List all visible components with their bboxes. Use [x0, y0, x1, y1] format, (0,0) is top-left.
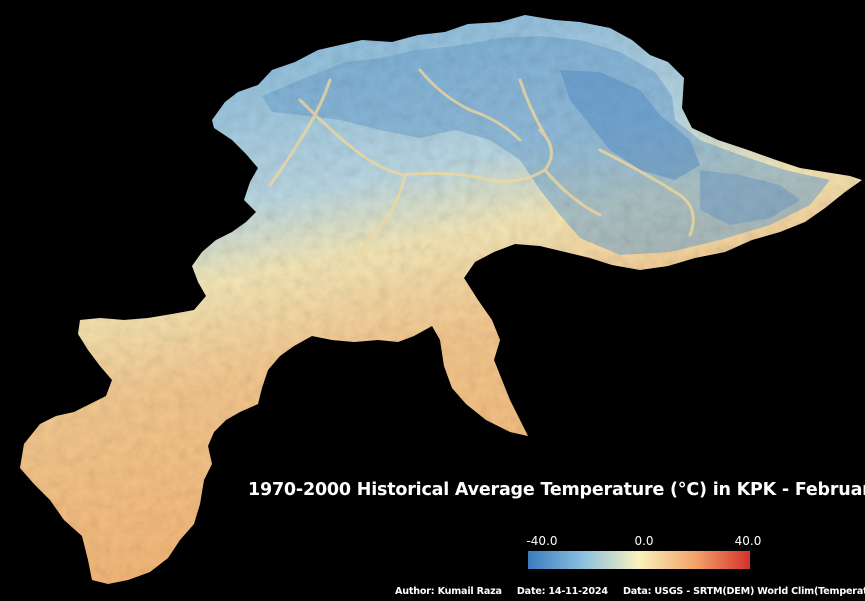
cold-terrain-core — [560, 70, 700, 180]
cold-terrain-north — [262, 36, 830, 255]
map-credits: Author: Kumail Raza Date: 14-11-2024 Dat… — [395, 586, 865, 597]
date-credit: Date: 14-11-2024 — [516, 586, 608, 597]
legend-color-bar — [528, 551, 750, 569]
author-credit: Author: Kumail Raza — [395, 586, 502, 597]
legend-min-label: -40.0 — [526, 534, 558, 548]
legend-max-label: 40.0 — [734, 534, 762, 548]
cold-terrain-east — [700, 170, 800, 225]
data-source-credit: Data: USGS - SRTM(DEM) World Clim(Temper… — [622, 586, 865, 597]
valley-network — [268, 68, 695, 257]
legend-mid-label: 0.0 — [634, 534, 654, 548]
temperature-legend: -40.0 0.0 40.0 — [526, 534, 761, 574]
map-title: 1970-2000 Historical Average Temperature… — [248, 480, 865, 500]
